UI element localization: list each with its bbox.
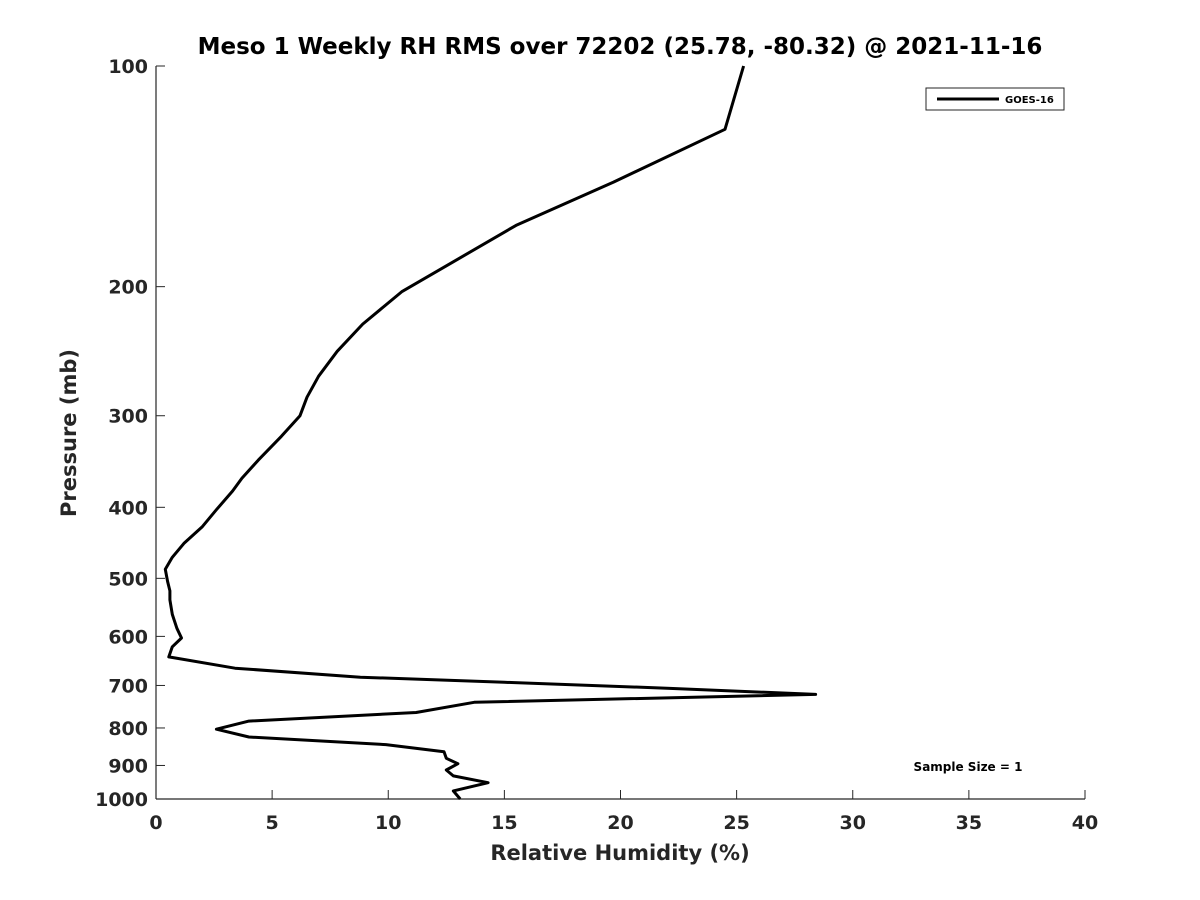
chart-title: Meso 1 Weekly RH RMS over 72202 (25.78, …: [198, 34, 1043, 60]
axes: 0 5 10 15 20 25 30 35 40 100 200 300 400 500 600 700 800…: [95, 56, 1098, 834]
y-tick-label: 900: [108, 755, 148, 777]
x-tick-label: 10: [375, 812, 401, 834]
sample-size-annotation: Sample Size = 1: [914, 760, 1023, 774]
x-axis-title: Relative Humidity (%): [490, 841, 749, 865]
y-tick-label: 200: [108, 277, 148, 299]
x-tick-label: 40: [1072, 812, 1098, 834]
legend: GOES-16: [925, 87, 1065, 111]
y-tick-label: 600: [108, 626, 148, 648]
y-tick-label: 1000: [95, 789, 148, 811]
y-tick-label: 300: [108, 406, 148, 428]
x-tick-label: 20: [607, 812, 633, 834]
x-tick-label: 25: [723, 812, 749, 834]
y-tick-label: 800: [108, 718, 148, 740]
series-line-goes-16: [163, 65, 818, 800]
x-tick-label: 0: [149, 812, 162, 834]
y-axis-title: Pressure (mb): [57, 349, 81, 517]
y-tick-label: 100: [108, 56, 148, 78]
x-tick-label: 15: [491, 812, 517, 834]
y-tick-label: 500: [108, 568, 148, 590]
x-tick-label: 5: [266, 812, 279, 834]
legend-label-goes16: GOES-16: [1005, 95, 1054, 106]
x-tick-label: 30: [840, 812, 866, 834]
y-tick-label: 700: [108, 675, 148, 697]
plot-series: [163, 65, 818, 800]
x-tick-label: 35: [956, 812, 982, 834]
y-tick-label: 400: [108, 497, 148, 519]
